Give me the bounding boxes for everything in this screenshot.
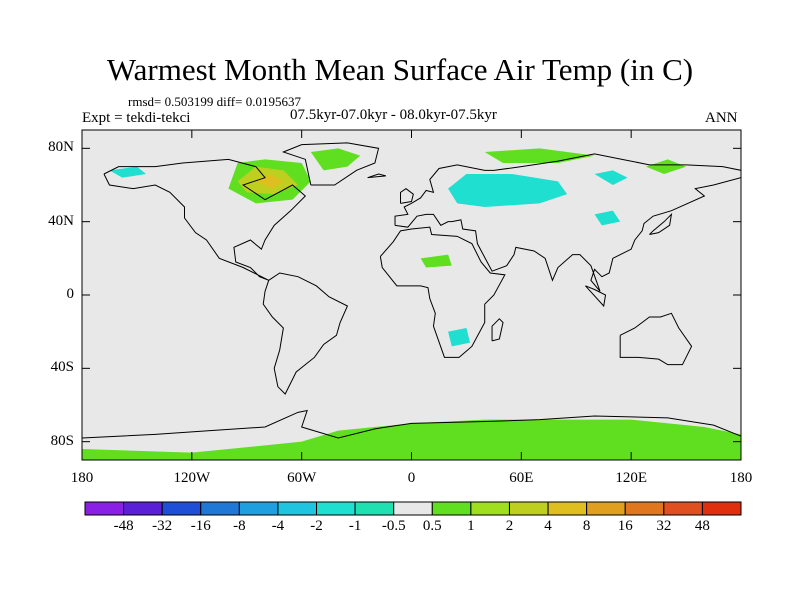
stats-label: rmsd= 0.503199 diff= 0.0195637 bbox=[128, 94, 301, 109]
anomaly-region-east-siberia-warming bbox=[645, 159, 687, 174]
map-title: Warmest Month Mean Surface Air Temp (in … bbox=[106, 52, 694, 87]
map-background bbox=[82, 130, 741, 460]
anomaly-region-greenland-warming bbox=[310, 148, 361, 171]
season-label: ANN bbox=[705, 110, 738, 126]
colorbar-box bbox=[431, 501, 472, 516]
coastline-5 bbox=[619, 312, 693, 366]
coastline-3 bbox=[379, 226, 506, 358]
colorbar-label: 0.5 bbox=[422, 518, 442, 534]
coastline-0 bbox=[103, 158, 307, 281]
lat-label: 40S bbox=[50, 359, 74, 376]
colorbar-label: -2 bbox=[310, 518, 323, 534]
lat-label: 80S bbox=[50, 432, 74, 449]
colorbar-label: -0.5 bbox=[381, 518, 406, 534]
colorbar-box bbox=[316, 501, 356, 516]
colorbar-label: -32 bbox=[152, 518, 173, 534]
coastline-6 bbox=[585, 285, 607, 308]
anomaly-region-sahara-warming bbox=[420, 254, 452, 268]
lon-label: 60W bbox=[287, 470, 317, 486]
colorbar-box bbox=[470, 501, 510, 516]
lon-label: 120W bbox=[173, 470, 211, 486]
colorbar-label: -8 bbox=[233, 518, 246, 534]
colorbar-box bbox=[547, 501, 588, 516]
anomaly-region-china-cooling bbox=[594, 210, 621, 226]
lat-label: 80N bbox=[48, 139, 74, 156]
colorbar-box bbox=[161, 501, 202, 516]
lon-label: 180 bbox=[70, 470, 94, 486]
anomaly-region-siberia-cooling bbox=[594, 170, 628, 185]
lon-label: 180 bbox=[729, 470, 753, 486]
anomaly-region-canada-peak-warming bbox=[255, 174, 284, 189]
anomaly-region-antarctica-warming bbox=[82, 419, 741, 460]
colorbar-label: 48 bbox=[694, 518, 710, 534]
colorbar-box bbox=[701, 501, 742, 516]
colorbar-box bbox=[393, 501, 433, 516]
colorbar-label: -1 bbox=[348, 518, 362, 534]
lat-label: 0 bbox=[66, 286, 75, 302]
lon-label: 60E bbox=[509, 470, 534, 486]
colorbar-box bbox=[200, 501, 240, 516]
period-label: 07.5kyr-07.0kyr - 08.0kyr-07.5kyr bbox=[290, 107, 497, 123]
coastline-1 bbox=[262, 272, 349, 395]
lon-label: 120E bbox=[615, 470, 647, 486]
anomaly-region-alaska-cooling bbox=[109, 166, 147, 178]
lat-label: 40N bbox=[48, 212, 74, 229]
colorbar-label: 32 bbox=[656, 518, 672, 534]
lon-label: 0 bbox=[407, 470, 416, 486]
colorbar-box bbox=[277, 501, 318, 516]
colorbar-label: -4 bbox=[271, 518, 285, 534]
colorbar-box bbox=[624, 501, 665, 516]
coastline-10 bbox=[367, 173, 386, 179]
colorbar-box bbox=[508, 501, 549, 516]
colorbar-label: 8 bbox=[582, 518, 591, 534]
coastline-7 bbox=[491, 318, 504, 342]
coastline-8 bbox=[400, 188, 414, 204]
colorbar-label: 1 bbox=[467, 518, 475, 534]
coastline-4 bbox=[394, 153, 742, 292]
experiment-label: Expt = tekdi-tekci bbox=[82, 110, 191, 126]
anomaly-region-southern-africa-cooling bbox=[448, 328, 471, 347]
colorbar-box bbox=[84, 501, 125, 516]
coastline-2 bbox=[281, 142, 380, 186]
colorbar-box bbox=[238, 501, 279, 516]
colorbar-box bbox=[663, 501, 703, 516]
colorbar-label: -48 bbox=[113, 518, 134, 534]
colorbar-label: 2 bbox=[505, 518, 514, 534]
coastline-11 bbox=[81, 409, 742, 439]
coastline-9 bbox=[649, 212, 673, 235]
colorbar-box bbox=[586, 501, 626, 516]
colorbar-box bbox=[123, 501, 163, 516]
colorbar-label: -16 bbox=[190, 518, 211, 534]
colorbar-box bbox=[354, 501, 395, 516]
colorbar-label: 16 bbox=[617, 518, 633, 534]
anomaly-region-eurasia-cooling bbox=[448, 174, 568, 207]
colorbar-label: 4 bbox=[544, 518, 552, 534]
